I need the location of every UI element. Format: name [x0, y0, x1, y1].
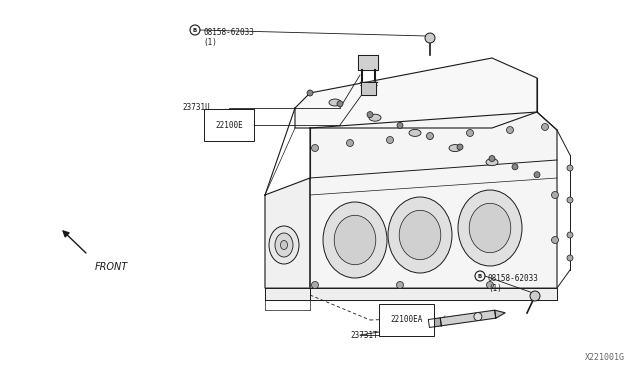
Text: 22100EA: 22100EA: [390, 315, 422, 324]
Circle shape: [567, 197, 573, 203]
Text: B: B: [193, 28, 197, 32]
Circle shape: [312, 282, 319, 289]
Circle shape: [541, 124, 548, 131]
Circle shape: [307, 90, 313, 96]
Polygon shape: [358, 55, 378, 70]
Circle shape: [552, 192, 559, 199]
Circle shape: [397, 122, 403, 128]
Ellipse shape: [329, 99, 341, 106]
Text: 22100E: 22100E: [215, 121, 243, 129]
Circle shape: [346, 140, 353, 147]
Circle shape: [425, 33, 435, 43]
Ellipse shape: [275, 233, 293, 257]
Circle shape: [512, 164, 518, 170]
Circle shape: [426, 132, 433, 140]
Ellipse shape: [409, 129, 421, 137]
Polygon shape: [265, 288, 310, 300]
Text: 23731U: 23731U: [182, 103, 210, 112]
Polygon shape: [310, 112, 557, 288]
Circle shape: [534, 172, 540, 178]
Circle shape: [567, 232, 573, 238]
Text: X221001G: X221001G: [585, 353, 625, 362]
Circle shape: [530, 291, 540, 301]
Circle shape: [489, 155, 495, 161]
Polygon shape: [265, 178, 310, 288]
Circle shape: [387, 137, 394, 144]
Circle shape: [567, 165, 573, 171]
Text: 08158-62033
(1): 08158-62033 (1): [488, 274, 539, 294]
Polygon shape: [295, 58, 537, 128]
Polygon shape: [428, 318, 442, 327]
Circle shape: [337, 101, 343, 107]
Circle shape: [312, 144, 319, 151]
Circle shape: [457, 144, 463, 150]
Ellipse shape: [388, 197, 452, 273]
Polygon shape: [310, 288, 557, 300]
Circle shape: [467, 129, 474, 137]
Polygon shape: [440, 310, 496, 326]
Circle shape: [552, 237, 559, 244]
Text: FRONT: FRONT: [95, 262, 128, 272]
Circle shape: [567, 255, 573, 261]
Text: 23731T: 23731T: [350, 330, 378, 340]
Ellipse shape: [469, 203, 511, 253]
Ellipse shape: [323, 202, 387, 278]
Text: B: B: [478, 273, 482, 279]
Polygon shape: [495, 310, 505, 318]
Ellipse shape: [449, 145, 461, 152]
Circle shape: [474, 312, 482, 321]
Ellipse shape: [280, 241, 287, 250]
Polygon shape: [361, 82, 376, 95]
Ellipse shape: [334, 215, 376, 265]
Circle shape: [427, 133, 433, 139]
Circle shape: [367, 112, 373, 118]
Circle shape: [397, 282, 403, 289]
Ellipse shape: [458, 190, 522, 266]
Circle shape: [486, 282, 493, 289]
Ellipse shape: [269, 226, 299, 264]
Ellipse shape: [369, 114, 381, 121]
Ellipse shape: [486, 159, 498, 166]
Ellipse shape: [399, 210, 441, 260]
Circle shape: [506, 126, 513, 134]
Text: 08158-62033
(1): 08158-62033 (1): [203, 28, 254, 47]
